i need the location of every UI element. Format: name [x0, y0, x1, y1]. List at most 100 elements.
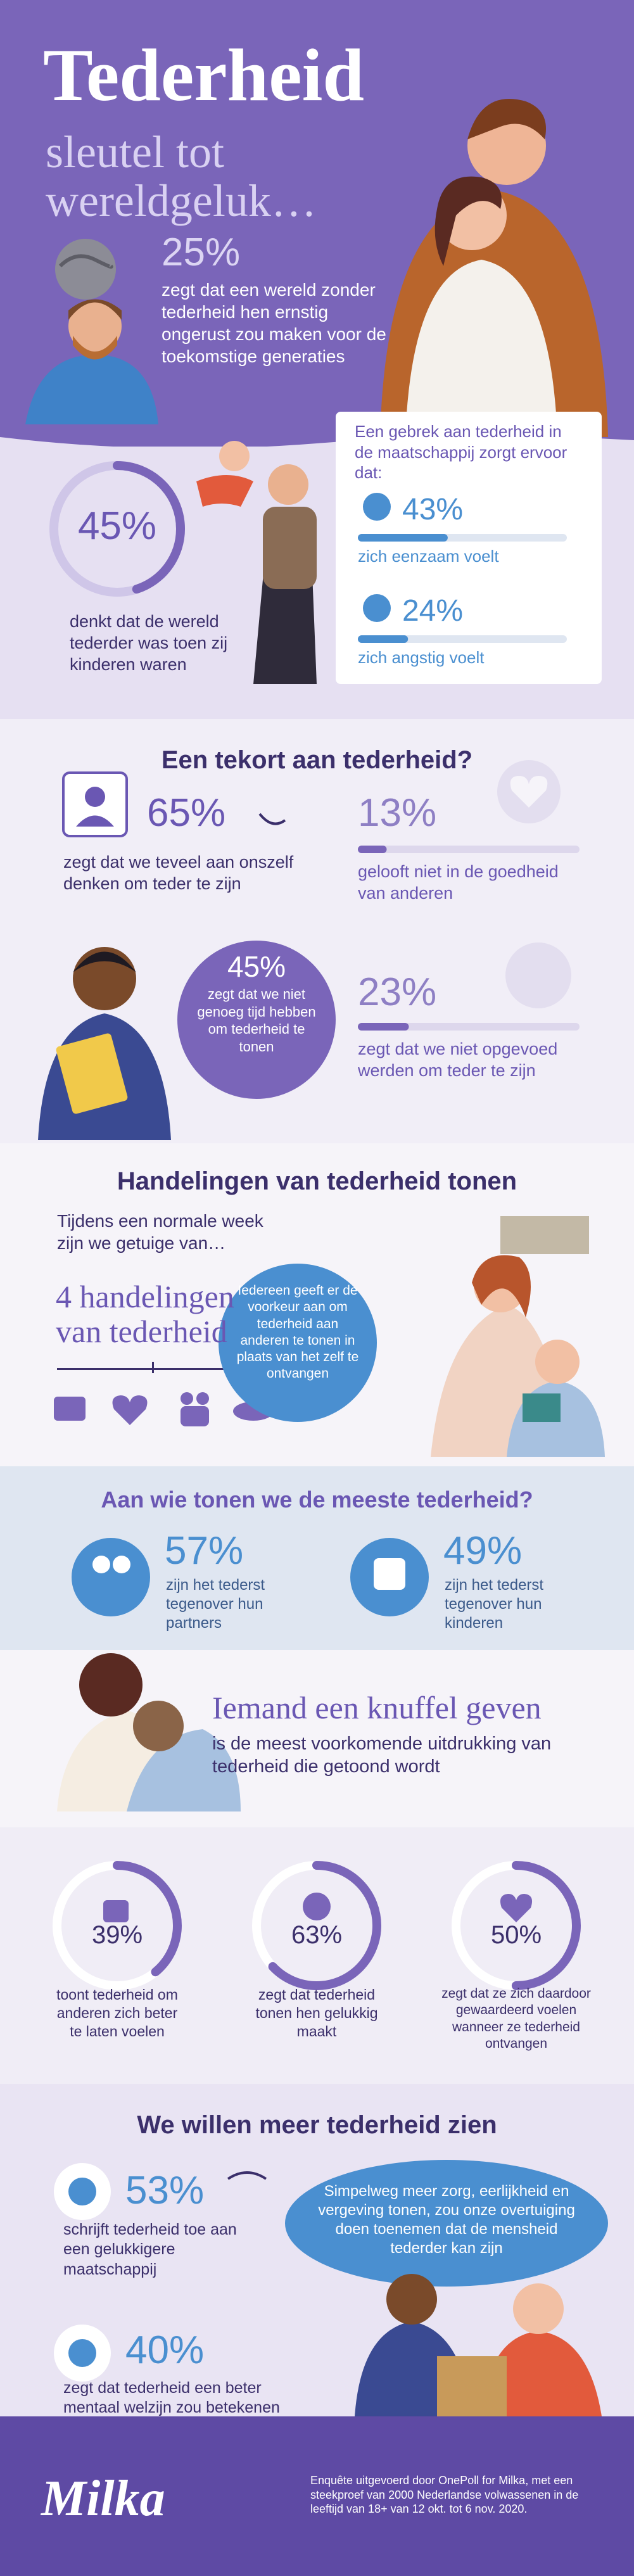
baby-icon [505, 942, 571, 1008]
section-title: We willen meer tederheid zien [137, 2111, 497, 2139]
hug-text: is de meest voorkomende uitdrukking van … [212, 1734, 552, 1777]
book [523, 1393, 561, 1422]
chat-icon [54, 1397, 86, 1421]
stat-text: zich eenzaam voelt [358, 547, 499, 566]
people-icon [196, 1392, 209, 1405]
couple-illustration [467, 99, 546, 139]
men-illustration [481, 2331, 602, 2416]
grocery-bag [437, 2356, 507, 2416]
stat: 63% [291, 1921, 343, 1949]
card-heading: Een gebrek aan tederheid in de maatschap… [355, 422, 567, 482]
thumb-icon [103, 1900, 129, 1922]
bar [358, 534, 448, 542]
father-illustration [268, 464, 308, 505]
stat-text: zegt dat we niet opgevoed werden om tede… [358, 1039, 558, 1080]
stat-circle [177, 941, 336, 1099]
stat-text: zegt dat tederheid tonen hen gelukkig ma… [255, 1986, 378, 2040]
stat: 53% [125, 2169, 205, 2212]
heart-icon [500, 1894, 533, 1922]
child-illustration [535, 1340, 580, 1384]
bubble [285, 2160, 608, 2287]
man-illustration [73, 336, 117, 360]
stat: 65% [147, 791, 226, 835]
stat-text: gelooft niet in de goedheid van anderen [358, 862, 559, 903]
stat: 24% [402, 594, 464, 628]
man-illustration [25, 355, 158, 424]
partners-icon [92, 1556, 110, 1573]
people-icon [181, 1406, 209, 1426]
section-title: Handelingen van tederheid tonen [117, 1167, 517, 1195]
bubble-text: Iedereen geeft er de voorkeur aan om ted… [236, 1283, 359, 1381]
globe-icon [58, 254, 113, 269]
stat-text: zijn het tederst tegenover hun kinderen [445, 1577, 544, 1632]
stat: 23% [358, 970, 437, 1014]
bar [358, 635, 409, 643]
people-icon [181, 1392, 193, 1405]
stat-text: schrijft tederheid toe aan een gelukkige… [63, 2221, 237, 2278]
partners-icon [113, 1556, 130, 1573]
mind-icon [68, 2339, 96, 2367]
hug-title: Iemand een knuffel geven [212, 1690, 542, 1725]
couple-illustration [434, 176, 502, 266]
children-icon [374, 1558, 405, 1590]
stat: 45% [77, 504, 157, 548]
lonely-icon [363, 493, 391, 521]
businessman-illustration [73, 951, 136, 972]
man-illustration [68, 299, 122, 320]
stat-text: zich angstig voelt [358, 648, 485, 667]
stat-text: zegt dat een wereld zonder tederheid hen… [162, 280, 386, 366]
stat-text: denkt dat de wereld tederder was toen zi… [70, 612, 228, 674]
stat-text: zegt dat we niet genoeg tijd hebben om t… [197, 986, 316, 1055]
group-icon [68, 2178, 96, 2205]
ring-arc [49, 461, 185, 597]
stat-text: zegt dat we teveel aan onszelf denken om… [63, 853, 294, 893]
info-card [336, 412, 602, 684]
section-title: Aan wie tonen we de meeste tederheid? [101, 1487, 533, 1513]
mother-illustration [472, 1255, 531, 1317]
bubble [219, 1264, 377, 1422]
footer-bg [0, 2416, 634, 2576]
folder [56, 1033, 128, 1114]
child-illustration [196, 475, 253, 507]
globe-icon [55, 239, 116, 300]
couple-illustration [405, 260, 557, 437]
partners-icon [72, 1538, 150, 1616]
stat-text: zegt dat ze zich daardoor gewaardeerd vo… [441, 1986, 591, 2051]
divider [149, 1368, 269, 1370]
hug-illustration [133, 1701, 184, 1751]
heart-icon [112, 1395, 148, 1425]
bar-track [358, 635, 567, 643]
intro: Tijdens een normale week zijn we getuige… [57, 1211, 263, 1253]
stat: 57% [165, 1529, 244, 1573]
stat: 13% [358, 791, 437, 835]
stat: 39% [91, 1921, 143, 1949]
stat: 45% [227, 950, 286, 983]
selfie-icon [85, 787, 105, 807]
ring-arc [53, 1861, 182, 1990]
logo: Milka [41, 2471, 165, 2527]
selfie-icon [76, 815, 114, 827]
father-illustration [263, 507, 317, 589]
hug-illustration [127, 1729, 241, 1811]
stat: 40% [125, 2328, 205, 2372]
footnote: Enquête uitgevoerd door OnePoll for Milk… [310, 2474, 579, 2515]
stat: 50% [490, 1921, 542, 1949]
bar-track [358, 1023, 580, 1031]
highlight: 4 handelingen van tederheid [56, 1279, 234, 1349]
men-illustration [513, 2283, 564, 2334]
stat-text: toont tederheid om anderen zich beter te… [56, 1986, 178, 2040]
hug-illustration [79, 1653, 143, 1716]
child-illustration [219, 441, 250, 471]
heart-icon [510, 776, 548, 808]
section-title: Een tekort aan tederheid? [161, 746, 473, 774]
stat: 25% [162, 231, 241, 274]
ring-arc [252, 1861, 381, 1990]
men-illustration [386, 2274, 437, 2325]
stat: 43% [402, 493, 464, 526]
stat-text: zegt dat tederheid een beter mentaal wel… [63, 2379, 280, 2417]
subtitle: wereldgeluk… [46, 175, 317, 226]
man-illustration [68, 300, 122, 353]
divider [152, 1362, 154, 1373]
